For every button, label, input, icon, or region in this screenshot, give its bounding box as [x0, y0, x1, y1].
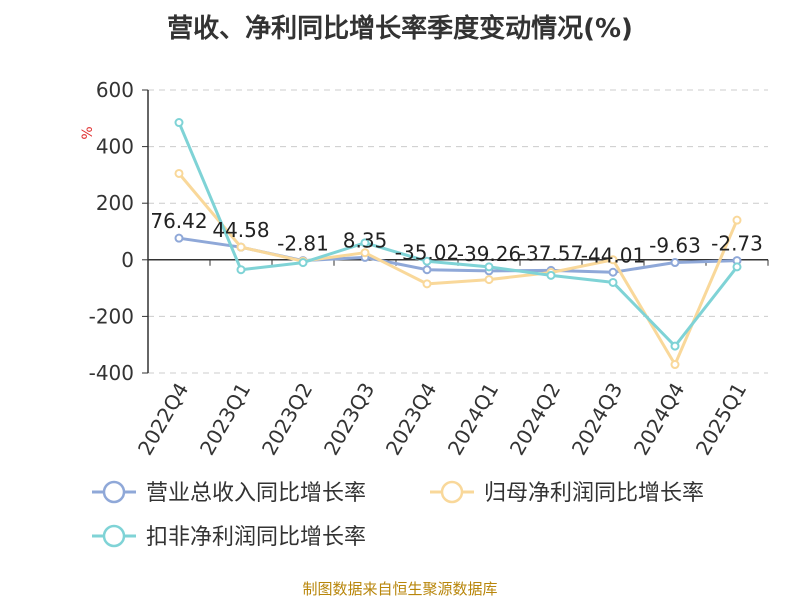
- data-point[interactable]: [670, 360, 680, 370]
- data-point[interactable]: [732, 215, 742, 225]
- grid-lines: [148, 89, 768, 374]
- x-tick-label: 2023Q1: [195, 379, 255, 460]
- data-label: 44.58: [212, 218, 269, 242]
- x-tick-label: 2024Q2: [505, 379, 565, 460]
- data-point[interactable]: [608, 267, 618, 277]
- series-line-2: [177, 121, 739, 348]
- data-label: -35.02: [395, 241, 459, 265]
- legend-item[interactable]: 扣非净利润同比增长率: [92, 524, 366, 550]
- data-point[interactable]: [360, 248, 370, 258]
- data-label: 8.35: [343, 228, 388, 252]
- data-point[interactable]: [174, 118, 184, 128]
- data-point[interactable]: [298, 258, 308, 268]
- data-point[interactable]: [422, 265, 432, 275]
- data-label: -2.81: [277, 232, 329, 256]
- data-label: -9.63: [649, 234, 701, 258]
- legend-marker: [102, 480, 126, 504]
- data-point[interactable]: [174, 233, 184, 243]
- chart-title: 营收、净利同比增长率季度变动情况(%): [167, 14, 633, 44]
- data-point[interactable]: [732, 262, 742, 272]
- data-label: -39.26: [457, 242, 521, 266]
- legend-marker: [440, 480, 464, 504]
- data-point[interactable]: [546, 270, 556, 280]
- legend-label: 扣非净利润同比增长率: [146, 525, 366, 550]
- data-point[interactable]: [360, 238, 370, 248]
- data-point[interactable]: [174, 168, 184, 178]
- x-tick-label: 2022Q4: [133, 379, 193, 460]
- x-tick-label: 2023Q2: [257, 379, 317, 460]
- y-tick-label: -200: [89, 304, 134, 328]
- x-tick-label: 2023Q4: [381, 379, 441, 460]
- data-point[interactable]: [608, 255, 618, 265]
- legend-label: 归母净利润同比增长率: [484, 481, 704, 506]
- x-tick-label: 2024Q3: [567, 379, 627, 460]
- y-tick-label: 0: [121, 248, 134, 272]
- x-tick-label: 2024Q1: [443, 379, 503, 460]
- data-point[interactable]: [670, 258, 680, 268]
- data-point[interactable]: [422, 256, 432, 266]
- data-point[interactable]: [608, 277, 618, 287]
- series-layer: [174, 118, 742, 370]
- y-tick-label: 400: [96, 135, 134, 159]
- data-label: 76.42: [150, 209, 207, 233]
- x-tick-label: 2024Q4: [629, 379, 689, 460]
- legend-item[interactable]: 营业总收入同比增长率: [92, 480, 366, 506]
- y-axis-label: %: [80, 126, 96, 139]
- data-labels: 76.42 44.58 -2.81 8.35 -35.02-39.26-37.57-44…: [150, 209, 763, 267]
- data-point[interactable]: [422, 279, 432, 289]
- x-tick-label: 2025Q1: [691, 379, 751, 460]
- x-tick-label: 2023Q3: [319, 379, 379, 460]
- y-tick-label: -400: [89, 361, 134, 385]
- data-label: -44.01: [581, 243, 645, 267]
- data-point[interactable]: [236, 242, 246, 252]
- legend-marker: [102, 524, 126, 548]
- source-note: 制图数据来自恒生聚源数据库: [302, 580, 498, 598]
- y-tick-label: 600: [96, 78, 134, 102]
- data-point[interactable]: [670, 341, 680, 351]
- data-label: -2.73: [711, 232, 763, 256]
- y-tick-label: 200: [96, 191, 134, 215]
- legend-item[interactable]: 归母净利润同比增长率: [430, 480, 704, 506]
- data-point[interactable]: [484, 275, 494, 285]
- data-point[interactable]: [484, 262, 494, 272]
- legend-label: 营业总收入同比增长率: [146, 481, 366, 506]
- data-point[interactable]: [236, 265, 246, 275]
- data-label: -37.57: [519, 241, 583, 265]
